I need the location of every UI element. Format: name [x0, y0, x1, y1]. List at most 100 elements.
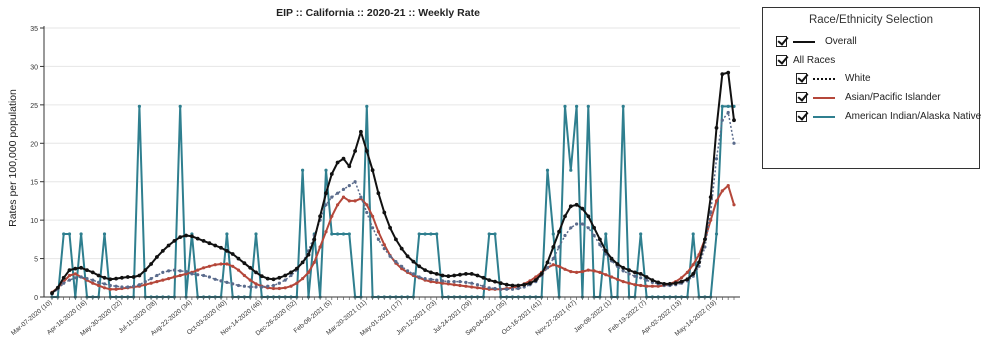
data-point-white [639, 276, 643, 280]
data-point-white [178, 269, 182, 273]
white-label: White [845, 73, 871, 84]
data-point-overall [388, 225, 392, 230]
white-checkbox[interactable] [796, 73, 807, 84]
data-point-overall [714, 126, 719, 130]
data-point-asian-pacific-islander [207, 264, 211, 268]
data-point-white [720, 118, 724, 122]
data-point-american-indian-alaska-native [336, 232, 340, 236]
data-point-overall [545, 260, 550, 265]
data-point-american-indian-alaska-native [102, 232, 107, 236]
data-point-overall [603, 249, 608, 253]
data-point-overall [434, 272, 439, 276]
data-point-asian-pacific-islander [219, 262, 223, 266]
series-line-white [51, 111, 735, 295]
data-point-overall [353, 149, 357, 153]
data-point-overall [364, 149, 369, 153]
legend-row-white[interactable]: White [796, 73, 871, 84]
data-point-asian-pacific-islander [586, 268, 590, 272]
data-point-overall [201, 239, 206, 243]
data-point-white [429, 277, 433, 281]
data-point-american-indian-alaska-native [365, 104, 369, 108]
data-point-overall [259, 274, 264, 279]
data-point-overall [627, 268, 631, 272]
data-point-white [388, 254, 392, 258]
data-point-asian-pacific-islander [347, 199, 351, 203]
data-point-white [149, 277, 153, 281]
data-point-white [266, 284, 270, 288]
data-point-overall [452, 273, 457, 278]
data-point-asian-pacific-islander [645, 284, 649, 288]
data-point-white [440, 279, 445, 283]
data-point-overall [586, 214, 591, 219]
data-point-overall [685, 277, 690, 282]
x-axis: Mar-07-2020 (10)Apr-18-2020 (16)May-30-2… [10, 296, 740, 338]
data-point-american-indian-alaska-native [720, 104, 724, 108]
data-point-white [91, 278, 95, 282]
data-point-asian-pacific-islander [114, 287, 118, 291]
overall-checkbox[interactable] [776, 36, 787, 47]
data-point-asian-pacific-islander [67, 273, 72, 278]
data-point-asian-pacific-islander [196, 268, 200, 272]
legend-row-all-races[interactable]: All Races [776, 55, 835, 66]
data-point-asian-pacific-islander [726, 184, 730, 188]
data-point-asian-pacific-islander [650, 284, 655, 288]
data-point-overall [50, 291, 54, 296]
data-point-asian-pacific-islander [691, 263, 695, 267]
legend-row-asian-pacific-islander[interactable]: Asian/Pacific Islander [796, 92, 941, 103]
data-point-overall [399, 246, 404, 251]
data-point-white [114, 284, 118, 288]
data-point-asian-pacific-islander [108, 287, 112, 291]
data-point-white [137, 283, 141, 287]
y-tick-label: 35 [30, 26, 38, 33]
data-point-white [382, 247, 386, 251]
data-point-white [411, 272, 415, 276]
data-point-american-indian-alaska-native [493, 232, 497, 236]
data-point-american-indian-alaska-native [487, 232, 491, 236]
data-point-white [260, 285, 264, 289]
data-point-overall [539, 272, 544, 276]
data-point-overall [108, 277, 113, 282]
data-point-white [726, 110, 730, 115]
data-point-asian-pacific-islander [376, 230, 380, 234]
chart-area: EIP :: California :: 2020-21 :: Weekly R… [7, 7, 740, 338]
y-tick-label: 15 [30, 180, 38, 187]
data-point-white [330, 195, 334, 199]
data-point-overall [102, 275, 107, 280]
data-point-white [464, 280, 468, 284]
data-point-american-indian-alaska-native [341, 232, 346, 236]
data-point-overall [644, 275, 649, 279]
all-races-checkbox[interactable] [776, 55, 787, 66]
data-point-overall [125, 275, 130, 279]
legend-row-american-indian-alaska-native[interactable]: American Indian/Alaska Native [796, 111, 981, 122]
data-point-overall [335, 160, 340, 165]
data-point-white [248, 285, 252, 289]
y-tick-label: 5 [34, 257, 38, 264]
data-point-american-indian-alaska-native [417, 232, 421, 236]
data-point-american-indian-alaska-native [254, 232, 258, 236]
data-point-white [126, 285, 130, 289]
data-point-white [202, 273, 206, 278]
series-line-overall [51, 71, 735, 294]
asian-pacific-islander-checkbox[interactable] [796, 92, 807, 103]
data-point-white [108, 283, 112, 288]
data-point-white [580, 222, 585, 226]
series-asian-pacific-islander [50, 184, 736, 294]
data-point-white [551, 257, 555, 261]
data-point-overall [120, 275, 124, 280]
data-point-asian-pacific-islander [714, 199, 719, 203]
american-indian-alaska-native-checkbox[interactable] [796, 111, 807, 122]
data-point-asian-pacific-islander [475, 286, 480, 290]
legend-row-overall[interactable]: Overall [776, 36, 857, 47]
data-point-overall [475, 273, 480, 278]
data-point-overall [580, 206, 585, 211]
data-point-american-indian-alaska-native [435, 232, 439, 236]
data-point-asian-pacific-islander [575, 270, 579, 274]
data-point-overall [551, 245, 556, 249]
data-point-asian-pacific-islander [633, 283, 637, 287]
data-point-overall [85, 268, 89, 272]
data-point-asian-pacific-islander [330, 214, 334, 218]
y-tick-label: 0 [34, 295, 38, 302]
data-point-overall [574, 202, 579, 207]
data-point-overall [568, 204, 573, 209]
data-point-asian-pacific-islander [481, 286, 485, 291]
